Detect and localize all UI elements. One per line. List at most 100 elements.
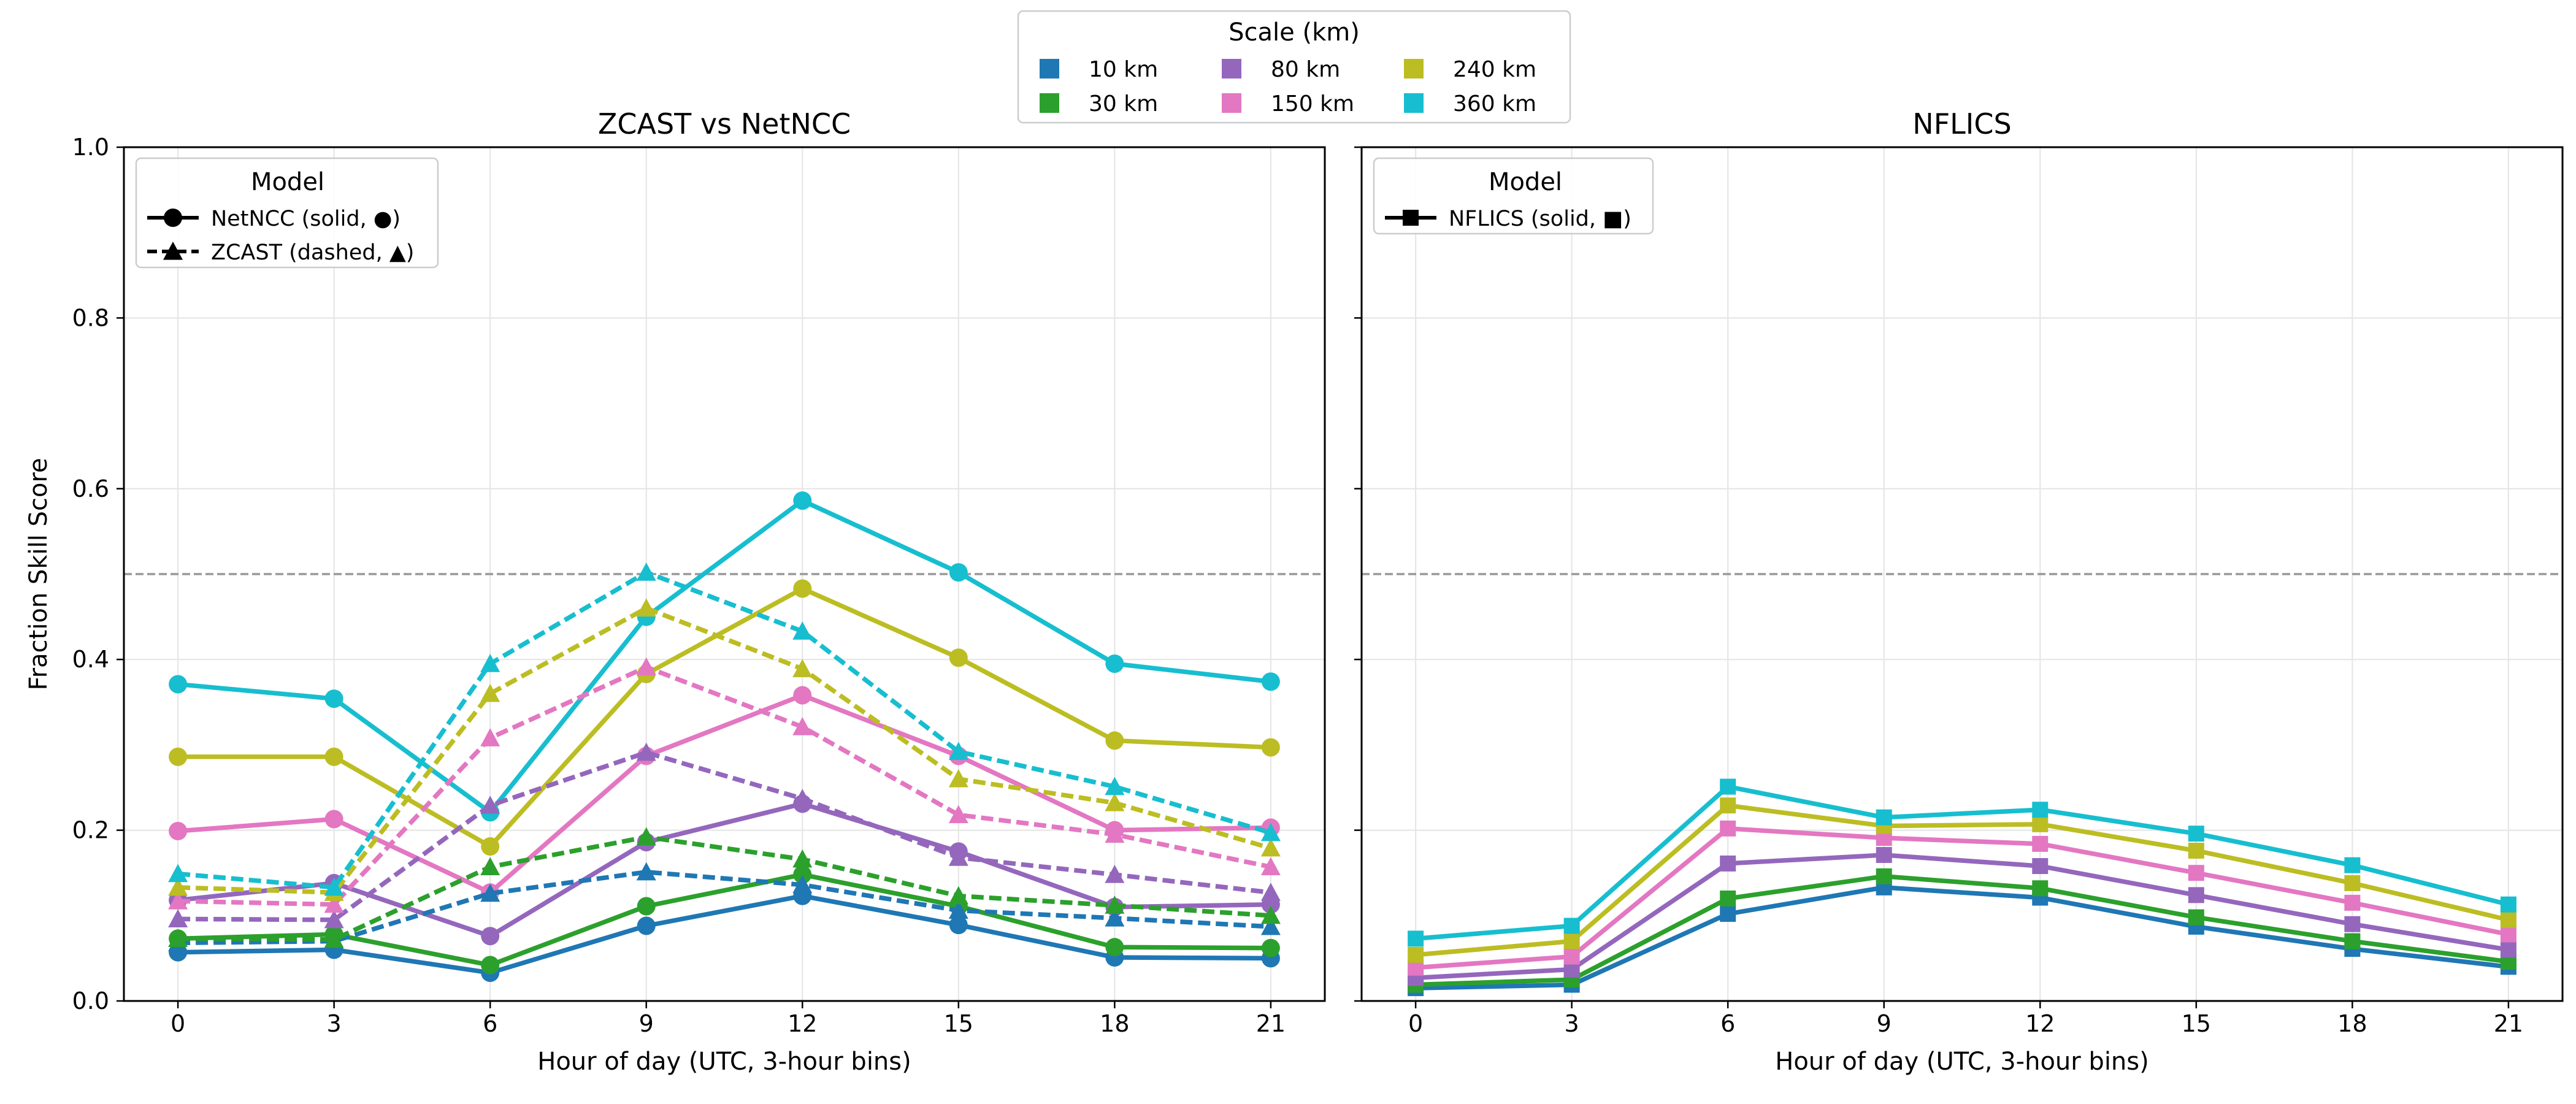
model-legend: Model NFLICS (solid, ■) [1373,157,1654,235]
series-line [1415,874,2509,987]
data-point [1105,864,1125,883]
data-point [480,883,500,902]
data-point [792,789,813,807]
data-point [792,621,813,640]
data-point [2500,911,2517,928]
data-point [1720,855,1736,872]
series-line [177,570,1271,890]
legend-swatch [1040,59,1059,79]
data-point [169,821,188,840]
data-point [949,916,968,935]
legend-marker [163,242,183,260]
x-axis-label: Hour of day (UTC, 3-hour bins) [537,1048,911,1076]
data-point [2344,933,2361,949]
legend-title: Model [1489,168,1562,196]
series-line [177,801,1271,938]
data-point [949,648,968,667]
chart-panel-1: 0 3 6 9 12 15 18 21 0.0 0.2 0.4 0.6 0.8 1.0 ZCAST vs N… [25,107,1326,1076]
data-point [1105,824,1125,843]
data-point [1261,738,1280,757]
data-point [2032,802,2049,818]
data-point [793,491,812,510]
data-point [948,742,968,761]
series-line [178,750,1271,922]
x-tick-label: 12 [2025,1010,2055,1037]
data-point [1408,946,1424,963]
data-point [2188,909,2204,926]
data-point [1720,890,1736,907]
data-point [1105,895,1125,914]
panel-title: NFLICS [1912,107,2011,140]
data-point [2188,865,2204,881]
data-point [324,689,343,708]
legend-title: Scale (km) [1229,18,1360,47]
data-point [1876,809,1892,826]
series-line [178,872,1271,968]
data-point [2500,941,2517,958]
data-point [636,742,656,761]
series-line [178,894,1271,975]
legend-label: 80 km [1271,57,1340,82]
y-axis-label: Fraction Skill Score [25,458,53,690]
data-point [324,910,344,929]
data-point [2344,894,2361,911]
data-point [636,598,656,617]
series-line [1415,784,2509,941]
y-tick-label: 0.8 [72,304,109,331]
x-axis-label: Hour of day (UTC, 3-hour bins) [1775,1048,2149,1076]
data-point [2032,880,2049,897]
series-line [177,605,1271,895]
legend-marker [164,209,182,227]
data-point [1105,938,1124,957]
data-point [2032,835,2049,852]
data-point [480,683,500,702]
data-point [949,563,968,582]
data-point [1720,906,1736,922]
data-point [792,875,813,894]
data-point [324,810,343,829]
legend-box [1373,157,1654,235]
x-tick-label: 6 [1720,1010,1735,1037]
data-point [324,747,343,766]
x-tick-label: 6 [483,1010,497,1037]
data-point [169,675,188,694]
data-point [1876,846,1892,863]
series-line [178,834,1271,942]
legend-box [135,157,439,269]
data-point [1105,908,1125,927]
data-point [1105,793,1125,811]
chart-panel-2: 0 3 6 9 12 15 18 21 NFLICS Hour of day (UTC, 3-ho… [1354,107,2564,1076]
data-point [1876,868,1892,884]
legend-swatch [1222,59,1241,79]
data-point [1408,930,1424,947]
series-line [177,692,1271,895]
series-line [1416,885,2509,991]
data-point [2344,857,2361,873]
y-tick-label: 0.6 [72,475,109,502]
legend-label: 10 km [1089,57,1158,82]
legend-title: Model [251,168,324,196]
y-tick-label: 1.0 [72,134,109,161]
data-point [793,579,812,598]
legend-swatch [1404,59,1424,79]
scale-legend: Scale (km) 10 km 30 km 80 km 150 km 240 km 360… [1017,10,1571,124]
data-point [2188,826,2204,842]
data-point [169,747,188,766]
legend-label: 240 km [1453,57,1536,82]
data-point [948,805,968,824]
data-point [636,562,656,581]
data-point [1720,797,1736,814]
legend-swatch [1222,93,1241,113]
x-tick-label: 18 [2337,1010,2367,1037]
data-point [481,927,500,946]
x-tick-label: 15 [2182,1010,2211,1037]
axes-frame [1360,146,2564,1002]
data-point [481,837,500,856]
data-point [792,849,813,868]
data-point [636,862,656,881]
data-point [168,929,188,947]
x-tick-label: 9 [1877,1010,1892,1037]
data-point [1260,905,1281,924]
data-point [2500,926,2517,943]
data-point [480,795,500,814]
